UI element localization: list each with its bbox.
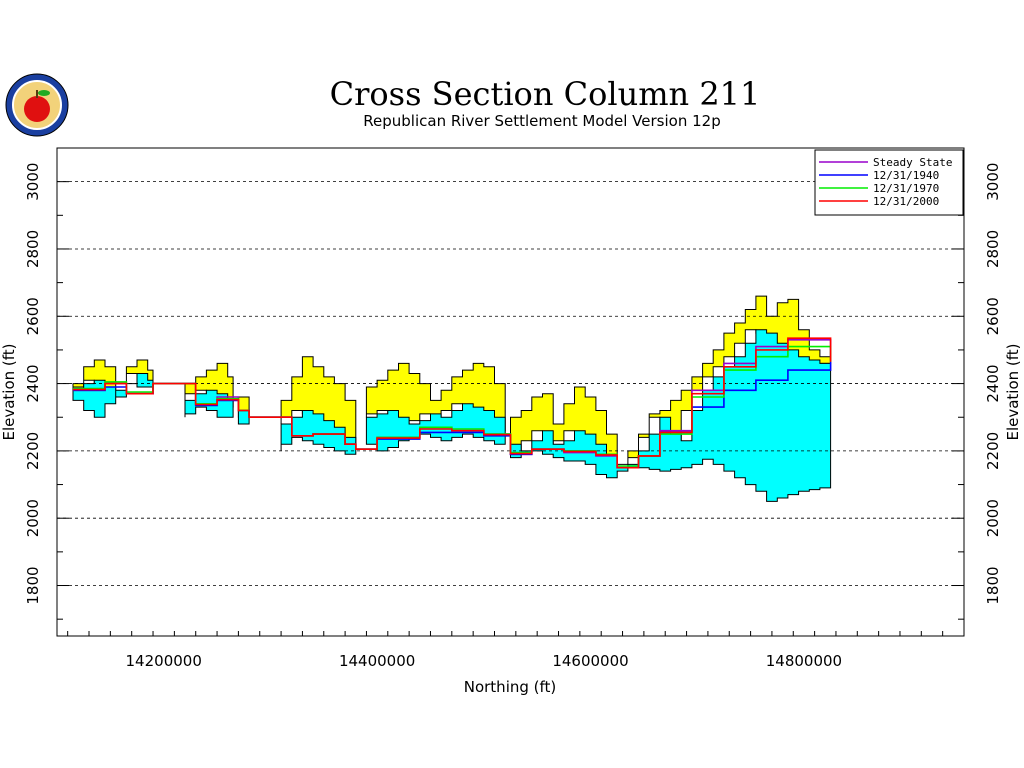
chart-subtitle: Republican River Settlement Model Versio… — [363, 112, 720, 130]
y-tick-label-right: 1800 — [984, 566, 1002, 604]
series-line-3 — [73, 337, 832, 469]
y-tick-label-right: 2600 — [984, 297, 1002, 335]
y-tick-label-left: 1800 — [24, 566, 42, 604]
legend-label-0: Steady State — [873, 156, 952, 169]
y-tick-label-left: 2800 — [24, 230, 42, 268]
axis-ticks: 14200000 14400000 14600000 14800000 1800 1800… — [24, 147, 1002, 670]
legend: Steady State12/31/194012/31/197012/31/20… — [814, 149, 964, 216]
y-tick-label-right: 3000 — [984, 163, 1002, 201]
y-tick-label-left: 2600 — [24, 297, 42, 335]
legend-box — [814, 149, 964, 216]
x-tick-label: 14200000 — [126, 652, 202, 670]
y-tick-label-left: 2200 — [24, 432, 42, 470]
y-tick-label-right: 2000 — [984, 499, 1002, 537]
y-tick-label-right: 2400 — [984, 364, 1002, 402]
x-tick-label: 14400000 — [339, 652, 415, 670]
x-tick-label: 14600000 — [552, 652, 628, 670]
chart-title: Cross Section Column 211 — [330, 75, 761, 113]
y-tick-label-left: 3000 — [24, 163, 42, 201]
y-axis-label-right: Elevation (ft) — [1004, 343, 1022, 440]
x-tick-label: 14800000 — [766, 652, 842, 670]
layer-areas — [72, 295, 832, 502]
agency-logo — [5, 73, 69, 137]
y-tick-label-left: 2400 — [24, 364, 42, 402]
y-axis-label-left: Elevation (ft) — [0, 343, 18, 440]
series-lines — [73, 337, 832, 469]
legend-label-2: 12/31/1970 — [873, 182, 939, 195]
y-tick-label-right: 2800 — [984, 230, 1002, 268]
legend-label-3: 12/31/2000 — [873, 195, 939, 208]
plot-frame — [56, 147, 965, 637]
y-tick-label-right: 2200 — [984, 432, 1002, 470]
lower-layer-area-2 — [237, 410, 250, 425]
legend-label-1: 12/31/1940 — [873, 169, 939, 182]
grid-lines — [57, 181, 964, 586]
y-tick-label-left: 2000 — [24, 499, 42, 537]
x-axis-label: Northing (ft) — [464, 678, 557, 696]
lower-layer-area-3 — [280, 410, 357, 455]
